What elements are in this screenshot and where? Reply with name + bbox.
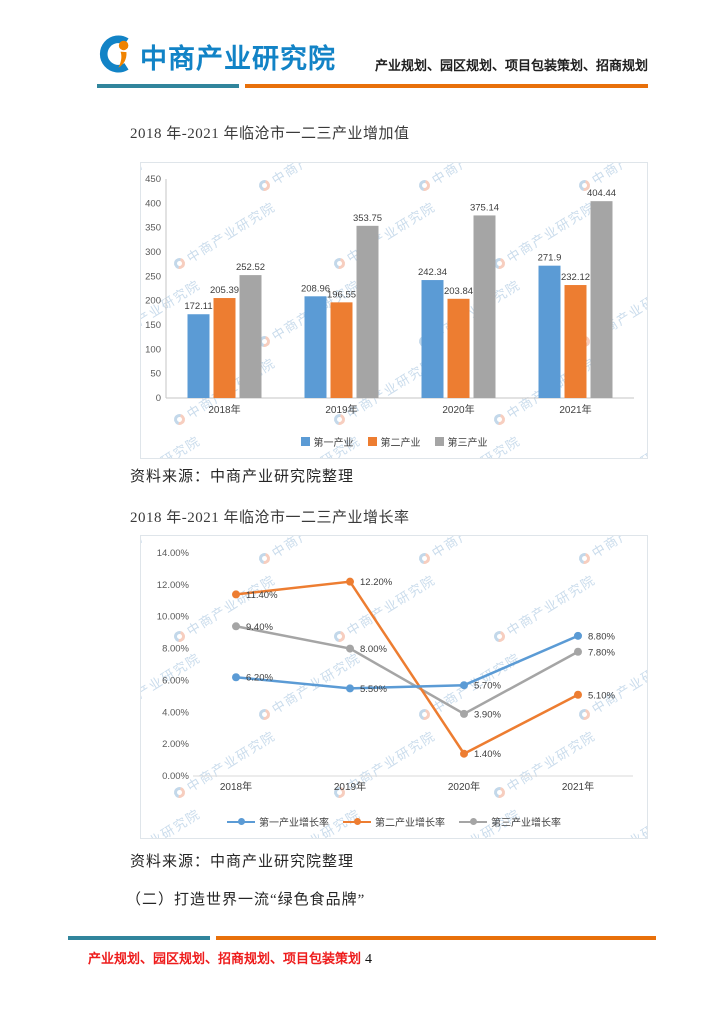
legend-swatch <box>434 437 444 446</box>
page-header: 中商产业研究院 产业规划、园区规划、项目包装策划、招商规划 <box>97 34 648 78</box>
svg-text:2020年: 2020年 <box>442 403 474 416</box>
svg-text:6.00%: 6.00% <box>162 675 189 686</box>
svg-text:7.80%: 7.80% <box>588 647 615 658</box>
svg-text:8.80%: 8.80% <box>588 631 615 642</box>
svg-text:2018年: 2018年 <box>208 403 240 416</box>
legend-label: 第一产业增长率 <box>259 818 329 829</box>
legend-line-swatch <box>227 818 255 825</box>
legend-line-swatch <box>343 818 371 825</box>
svg-text:2020年: 2020年 <box>448 780 480 793</box>
line-chart-legend: 第一产业增长率 第二产业增长率 第三产业增长率 <box>141 814 647 829</box>
svg-text:271.9: 271.9 <box>538 253 562 264</box>
bar-chart-svg: 0 50 100 150 200 250 300 350 400 450 2018年 172.11 20… <box>145 174 634 416</box>
svg-text:242.34: 242.34 <box>418 267 447 278</box>
svg-text:250: 250 <box>145 271 161 282</box>
legend-label: 第一产业 <box>313 438 354 449</box>
svg-text:2019年: 2019年 <box>334 780 366 793</box>
svg-text:8.00%: 8.00% <box>162 644 189 655</box>
bar-chart: 中商产业研究院 中商产业研究院 中商产业研究院 中商产业研究院 中商产业研究院 中商产业研… <box>140 162 648 459</box>
svg-text:450: 450 <box>145 174 161 185</box>
svg-text:0: 0 <box>156 393 161 404</box>
svg-text:100: 100 <box>145 344 161 355</box>
svg-text:2.00%: 2.00% <box>162 739 189 750</box>
line-chart-title: 2018 年-2021 年临沧市一二三产业增长率 <box>130 510 410 526</box>
svg-text:8.00%: 8.00% <box>360 644 387 655</box>
line-chart: 中商产业研究院 中商产业研究院 中商产业研究院 中商产业研究院 中商产业研究院 中商产业研… <box>140 535 648 839</box>
legend-swatch <box>367 437 377 446</box>
svg-text:2021年: 2021年 <box>562 780 594 793</box>
page-number: 4 <box>365 952 373 967</box>
header-divider-gap <box>239 84 245 88</box>
svg-text:232.12: 232.12 <box>561 272 590 283</box>
svg-text:196.55: 196.55 <box>327 289 356 300</box>
legend-line-swatch <box>459 818 487 825</box>
svg-text:50: 50 <box>150 369 161 380</box>
svg-text:172.11: 172.11 <box>184 301 212 312</box>
svg-text:6.20%: 6.20% <box>246 673 273 684</box>
company-logo: 中商产业研究院 <box>97 35 336 78</box>
svg-text:350: 350 <box>145 223 161 234</box>
footer-divider-teal <box>68 936 210 940</box>
legend-label: 第二产业 <box>380 438 421 449</box>
bar-chart-title: 2018 年-2021 年临沧市一二三产业增加值 <box>130 126 410 142</box>
legend-label: 第二产业增长率 <box>375 818 445 829</box>
footer-services: 产业规划、园区规划、招商规划、项目包装策划 <box>88 951 362 966</box>
svg-text:1.40%: 1.40% <box>474 749 501 760</box>
legend-item: 第三产业增长率 <box>459 814 561 829</box>
header-tagline: 产业规划、园区规划、项目包装策划、招商规划 <box>374 58 648 73</box>
footer-text: 产业规划、园区规划、招商规划、项目包装策划 4 <box>88 948 372 968</box>
svg-text:203.84: 203.84 <box>444 286 473 297</box>
svg-text:2019年: 2019年 <box>325 403 357 416</box>
svg-text:375.14: 375.14 <box>470 202 499 213</box>
svg-text:14.00%: 14.00% <box>157 548 190 559</box>
svg-text:208.96: 208.96 <box>301 283 330 294</box>
legend-item: 第一产业增长率 <box>227 814 329 829</box>
svg-text:12.20%: 12.20% <box>360 577 393 588</box>
svg-text:300: 300 <box>145 247 161 258</box>
company-logo-text: 中商产业研究院 <box>140 43 336 74</box>
svg-text:205.39: 205.39 <box>210 285 239 296</box>
svg-text:5.50%: 5.50% <box>360 684 387 695</box>
svg-text:3.90%: 3.90% <box>474 709 501 720</box>
legend-item: 第三产业 <box>434 434 488 449</box>
svg-text:11.40%: 11.40% <box>246 590 278 601</box>
svg-text:12.00%: 12.00% <box>157 580 190 591</box>
legend-item: 第一产业 <box>300 434 354 449</box>
svg-text:4.00%: 4.00% <box>162 707 189 718</box>
legend-swatch <box>300 437 310 446</box>
svg-text:200: 200 <box>145 296 161 307</box>
line-chart-source: 资料来源：中商产业研究院整理 <box>130 854 355 870</box>
svg-text:353.75: 353.75 <box>353 213 382 224</box>
header-divider-orange <box>245 84 648 88</box>
svg-text:5.70%: 5.70% <box>474 681 501 692</box>
footer-divider-orange <box>216 936 656 940</box>
legend-item: 第二产业 <box>367 434 421 449</box>
legend-label: 第三产业增长率 <box>491 818 561 829</box>
svg-text:150: 150 <box>145 320 161 331</box>
svg-text:5.10%: 5.10% <box>588 690 615 701</box>
svg-text:2021年: 2021年 <box>559 403 591 416</box>
svg-text:2018年: 2018年 <box>220 780 252 793</box>
svg-text:252.52: 252.52 <box>236 262 265 273</box>
header-divider <box>97 84 648 88</box>
legend-label: 第三产业 <box>447 438 488 449</box>
bar-chart-source: 资料来源：中商产业研究院整理 <box>130 469 355 485</box>
legend-item: 第二产业增长率 <box>343 814 445 829</box>
svg-text:10.00%: 10.00% <box>157 612 190 623</box>
bar-chart-legend: 第一产业 第二产业 第三产业 <box>141 434 647 449</box>
footer-divider <box>68 936 656 940</box>
svg-text:9.40%: 9.40% <box>246 622 273 633</box>
svg-text:400: 400 <box>145 198 161 209</box>
header-divider-teal <box>97 84 239 88</box>
footer-divider-gap <box>210 936 216 940</box>
svg-text:0.00%: 0.00% <box>162 771 189 782</box>
svg-text:404.44: 404.44 <box>587 188 616 199</box>
line-chart-svg: 0.00% 2.00% 4.00% 6.00% 8.00% 10.00% 12.00% 14.… <box>157 548 633 793</box>
section-subheading: （二）打造世界一流“绿色食品牌” <box>126 892 366 908</box>
company-logo-icon <box>97 35 135 78</box>
